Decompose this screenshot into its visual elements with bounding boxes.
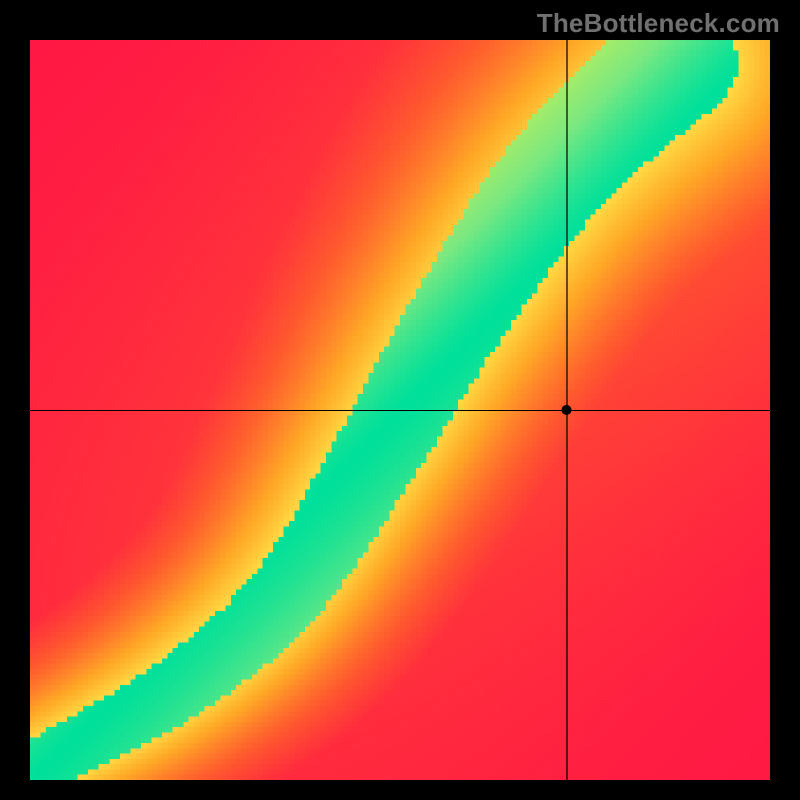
heatmap-canvas	[30, 40, 770, 780]
chart-container: { "watermark": "TheBottleneck.com", "wat…	[0, 0, 800, 800]
watermark-label: TheBottleneck.com	[537, 8, 780, 39]
heatmap-plot	[30, 40, 770, 780]
